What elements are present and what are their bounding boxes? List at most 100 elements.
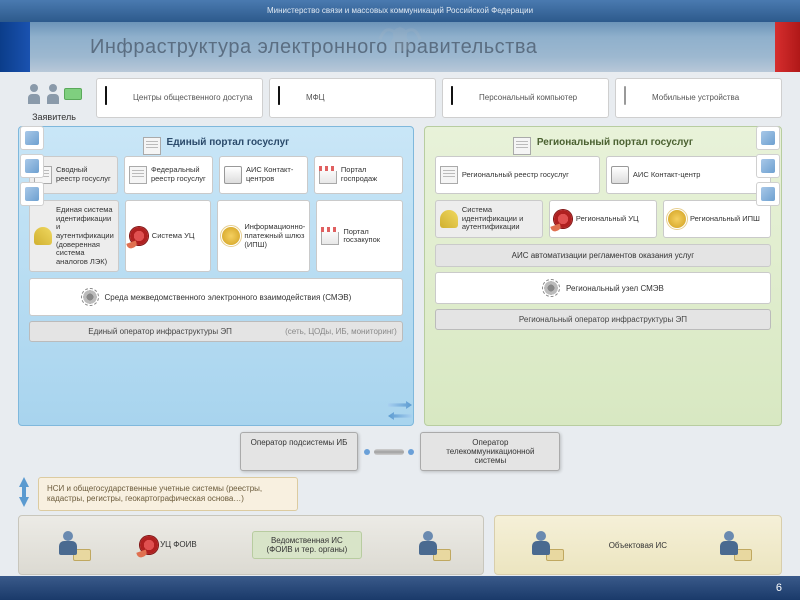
mfc-icon (278, 87, 300, 109)
regional-panel: Региональный портал госуслуг Региональны… (424, 126, 782, 426)
node-label: Сводный реестр госуслуг (56, 166, 113, 183)
pc-icon (451, 87, 473, 109)
system-node: Федеральный реестр госуслуг (124, 156, 213, 194)
object-box: Объектовая ИС (494, 515, 782, 575)
node-icon (440, 166, 458, 184)
worker-icon (718, 531, 746, 559)
access-mfc: МФЦ (269, 78, 436, 118)
regional-column: Региональный портал госуслуг Региональны… (424, 126, 782, 426)
doc-icon (513, 137, 531, 155)
access-public-centers: Центры общественного доступа (96, 78, 263, 118)
gear-icon (81, 288, 99, 306)
smev-bar: Среда межведомственного электронного вза… (29, 278, 403, 316)
system-node: Система идентификации и аутентификации (435, 200, 543, 238)
system-node: Система УЦ (125, 200, 212, 272)
footer-bar: 6 (0, 576, 800, 600)
device-icon (20, 182, 44, 206)
applicant-label: Заявитель (18, 112, 90, 122)
person-icon (45, 84, 61, 104)
system-node: АИС Контакт-центров (219, 156, 308, 194)
system-node: Региональный реестр госуслуг (435, 156, 600, 194)
node-icon (224, 166, 242, 184)
node-icon (440, 210, 458, 228)
access-row: Заявитель Центры общественного доступа М… (18, 78, 782, 122)
device-icon (756, 126, 780, 150)
left-device-icons (14, 126, 50, 206)
system-node: Портал госзакупок (316, 200, 403, 272)
node-label: Портал госзакупок (343, 228, 398, 245)
node-icon (129, 166, 147, 184)
departmental-box: УЦ ФОИВ Ведомственная ИС (ФОИВ и тер. ор… (18, 515, 484, 575)
access-pc: Персональный компьютер (442, 78, 609, 118)
doc-icon (143, 137, 161, 155)
id-card-icon (64, 88, 82, 100)
device-icon (756, 154, 780, 178)
dots-connector-icon (364, 432, 414, 471)
device-icon (756, 182, 780, 206)
uc-foiv-label: УЦ ФОИВ (140, 536, 197, 554)
vert-bidir-arrow-icon (18, 477, 30, 507)
federal-column: Единый портал госуслуг Сводный реестр го… (18, 126, 414, 426)
federal-infra-operator: Единый оператор инфраструктуры ЭП (сеть,… (29, 321, 403, 342)
node-icon (554, 210, 572, 228)
node-icon (321, 227, 339, 245)
mobile-icon (624, 87, 646, 109)
applicant-block: Заявитель (18, 78, 90, 122)
node-label: АИС Контакт-центров (246, 166, 303, 183)
node-label: Система УЦ (152, 232, 195, 241)
node-icon (222, 227, 240, 245)
device-icon (20, 154, 44, 178)
node-icon (130, 227, 148, 245)
nsi-box: НСИ и общегосударственные учетные систем… (38, 477, 298, 511)
system-node: Информационно-платежный шлюз (ИПШ) (217, 200, 310, 272)
worker-icon (57, 531, 85, 559)
operator-row: Оператор подсистемы ИБ Оператор телекомм… (48, 432, 752, 471)
page-number: 6 (776, 582, 782, 594)
regional-portal-title: Региональный портал госуслуг (537, 137, 693, 148)
federal-portal-title: Единый портал госуслуг (167, 137, 290, 148)
worker-icon (530, 531, 558, 559)
object-label: Объектовая ИС (609, 541, 667, 550)
node-label: Информационно-платежный шлюз (ИПШ) (244, 223, 305, 249)
operator-telecom: Оператор телекоммуникационной системы (420, 432, 560, 471)
node-icon (668, 210, 686, 228)
main-row: Единый портал госуслуг Сводный реестр го… (18, 126, 782, 426)
regional-smev-label: Региональный узел СМЭВ (566, 284, 664, 293)
access-mobile: Мобильные устройства (615, 78, 782, 118)
operator-ib: Оператор подсистемы ИБ (240, 432, 359, 471)
node-label: Региональный УЦ (576, 215, 639, 224)
access-label: Персональный компьютер (479, 93, 577, 103)
system-node: АИС Контакт-центр (606, 156, 771, 194)
arrow-left-icon (388, 412, 412, 420)
nsi-row: НСИ и общегосударственные учетные систем… (18, 477, 782, 511)
bottom-row: УЦ ФОИВ Ведомственная ИС (ФОИВ и тер. ор… (18, 515, 782, 575)
content-area: Заявитель Центры общественного доступа М… (0, 72, 800, 575)
federal-panel: Единый портал госуслуг Сводный реестр го… (18, 126, 414, 426)
system-node: Региональный УЦ (549, 200, 657, 238)
terminal-icon (105, 87, 127, 109)
node-label: Федеральный реестр госуслуг (151, 166, 208, 183)
seal-icon (140, 536, 158, 554)
right-device-icons (750, 126, 786, 206)
departmental-label: Ведомственная ИС (ФОИВ и тер. органы) (252, 531, 362, 559)
regional-smev-bar: Региональный узел СМЭВ (435, 272, 771, 304)
node-label: Портал госпродаж (341, 166, 398, 183)
node-icon (319, 166, 337, 184)
node-icon (611, 166, 629, 184)
node-label: Региональный реестр госуслуг (462, 171, 569, 180)
person-icon (26, 84, 42, 104)
arrow-right-icon (388, 401, 412, 409)
device-icon (20, 126, 44, 150)
node-icon (34, 227, 52, 245)
worker-icon (417, 531, 445, 559)
access-label: Мобильные устройства (652, 93, 739, 103)
regional-infra-operator: Региональный оператор инфраструктуры ЭП (435, 309, 771, 330)
access-label: МФЦ (306, 93, 325, 103)
page-title: Инфраструктура электронного правительств… (90, 36, 537, 59)
system-node: Портал госпродаж (314, 156, 403, 194)
state-emblem-icon (370, 15, 430, 80)
gear-icon (542, 279, 560, 297)
node-label: Единая система идентификации и аутентифи… (56, 206, 114, 266)
node-label: АИС Контакт-центр (633, 171, 701, 180)
node-label: Региональный ИПШ (690, 215, 760, 224)
